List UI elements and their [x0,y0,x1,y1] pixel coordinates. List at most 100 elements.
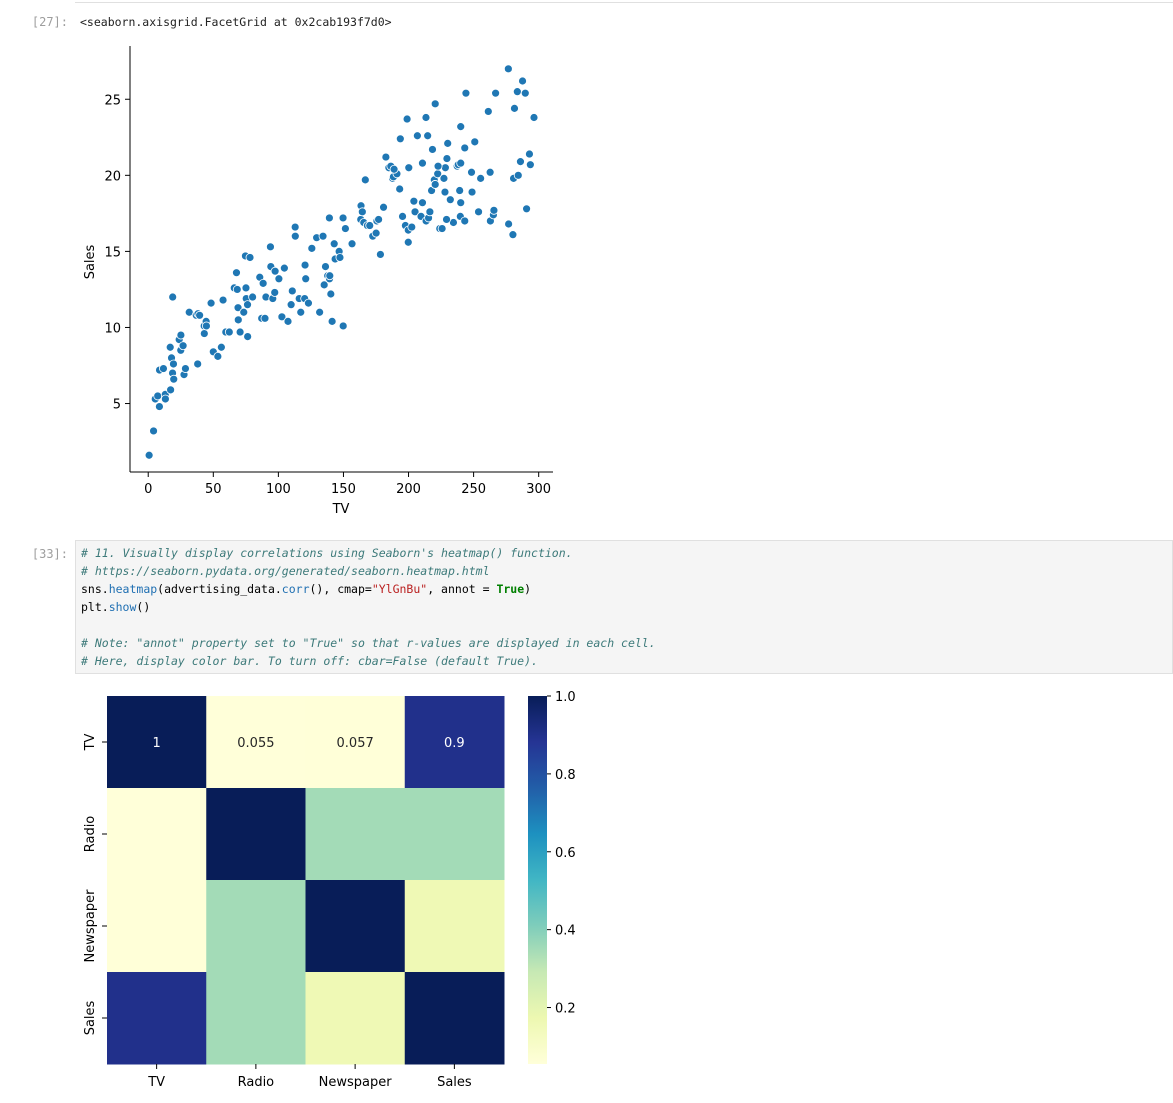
scatter-point [456,198,466,208]
scatter-point [442,215,451,224]
scatter-point [371,228,381,238]
scatter-point [301,274,311,284]
scatter-point [206,298,216,308]
code-cell[interactable]: # 11. Visually display correlations usin… [75,540,1173,674]
heatmap-cell [107,788,207,881]
code-token: () [136,600,151,614]
heatmap-cell [107,972,207,1065]
scatter-point [286,300,296,310]
y-tick-label: 20 [104,169,121,184]
scatter-point [248,292,258,302]
scatter-point [329,239,339,249]
heatmap-cell [206,788,306,881]
scatter-point [327,316,337,326]
scatter-point [232,268,241,278]
scatter-point [159,364,168,373]
heatmap-cell [107,696,207,789]
scatter-point [149,426,158,436]
scatter-point [483,107,493,116]
scatter-point [307,243,317,253]
scatter-point [176,330,186,340]
scatter-point [169,359,178,369]
heatmap-cell [305,696,406,789]
scatter-point [425,207,435,217]
x-axis-label: TV [332,502,350,517]
colorbar-tick-label: 0.2 [555,1002,576,1017]
input-prompt: [33]: [31,547,68,561]
scatter-point [437,224,447,233]
scatter-point [460,143,470,153]
scatter-point [402,114,412,124]
scatter-point [470,137,480,147]
scatter-point [418,158,427,168]
scatter-point [460,216,470,226]
scatter-point [279,263,289,273]
scatter-point [485,167,495,177]
correlation-heatmap: 1 0.055 0.057 0.9 TV TV Radio Radio Newspaper New… [83,690,576,1090]
scatter-point [274,274,284,284]
scatter-point [456,122,466,132]
scatter-point [168,292,178,302]
heatmap-cell [107,880,207,973]
scatter-point [326,289,336,299]
code-token: (advertising_data. [157,582,282,596]
scatter-point [407,222,417,232]
scatter-point [304,298,313,308]
scatter-point [443,138,453,148]
code-line-show: plt.show() [81,598,150,616]
heatmap-y-label: TV [83,733,98,751]
scatter-point [439,173,449,183]
output-repr-text: <seaborn.axisgrid.FacetGrid at 0x2cab193… [80,15,392,29]
scatter-point [474,207,483,217]
x-tick-label: 0 [144,482,152,497]
scatter-point [169,374,179,384]
code-token: ) [524,582,532,596]
scatter-point [508,230,518,240]
scatter-point [213,351,223,361]
y-tick-label: 15 [104,245,121,260]
scatter-point [374,215,383,224]
scatter-point [518,76,527,86]
scatter-point [181,364,190,373]
heatmap-cell [206,880,306,973]
scatter-point [178,341,188,351]
scatter-point [456,158,466,168]
heatmap-cell [305,788,406,881]
code-token: corr [281,582,310,596]
scatter-point [338,321,348,331]
scatter-point [430,99,440,109]
x-tick-label: 300 [526,482,551,497]
scatter-point [461,88,471,98]
x-tick-label: 200 [396,482,421,497]
scatter-point [290,231,300,241]
scatter-point [379,202,388,212]
code-token: (), cmap= [309,582,372,596]
scatter-point [467,167,476,177]
code-line-heatmap: sns.heatmap(advertising_data.corr(), cma… [81,580,531,598]
scatter-point [357,207,367,217]
scatter-point [522,204,531,214]
scatter-point [489,205,499,215]
scatter-point [277,312,287,322]
scatter-point [433,161,443,171]
scatter-point [428,145,437,154]
scatter-point [318,231,328,241]
scatter-point [155,402,164,411]
scatter-point [467,187,477,197]
scatter-point [395,134,405,144]
scatter-point [360,175,370,185]
heatmap-y-label: Radio [83,816,98,853]
scatter-point [525,160,535,170]
scatter-point [296,307,306,317]
scatter-point [476,173,486,183]
scatter-point [525,149,534,159]
heatmap-cell [404,696,505,789]
scatter-point [520,88,530,98]
scatter-point [232,285,242,294]
scatter-point [410,207,420,217]
scatter-point [258,278,268,288]
scatter-point [241,283,251,293]
code-token: show [108,600,137,614]
scatter-point [338,213,348,223]
scatter-point [260,313,270,323]
